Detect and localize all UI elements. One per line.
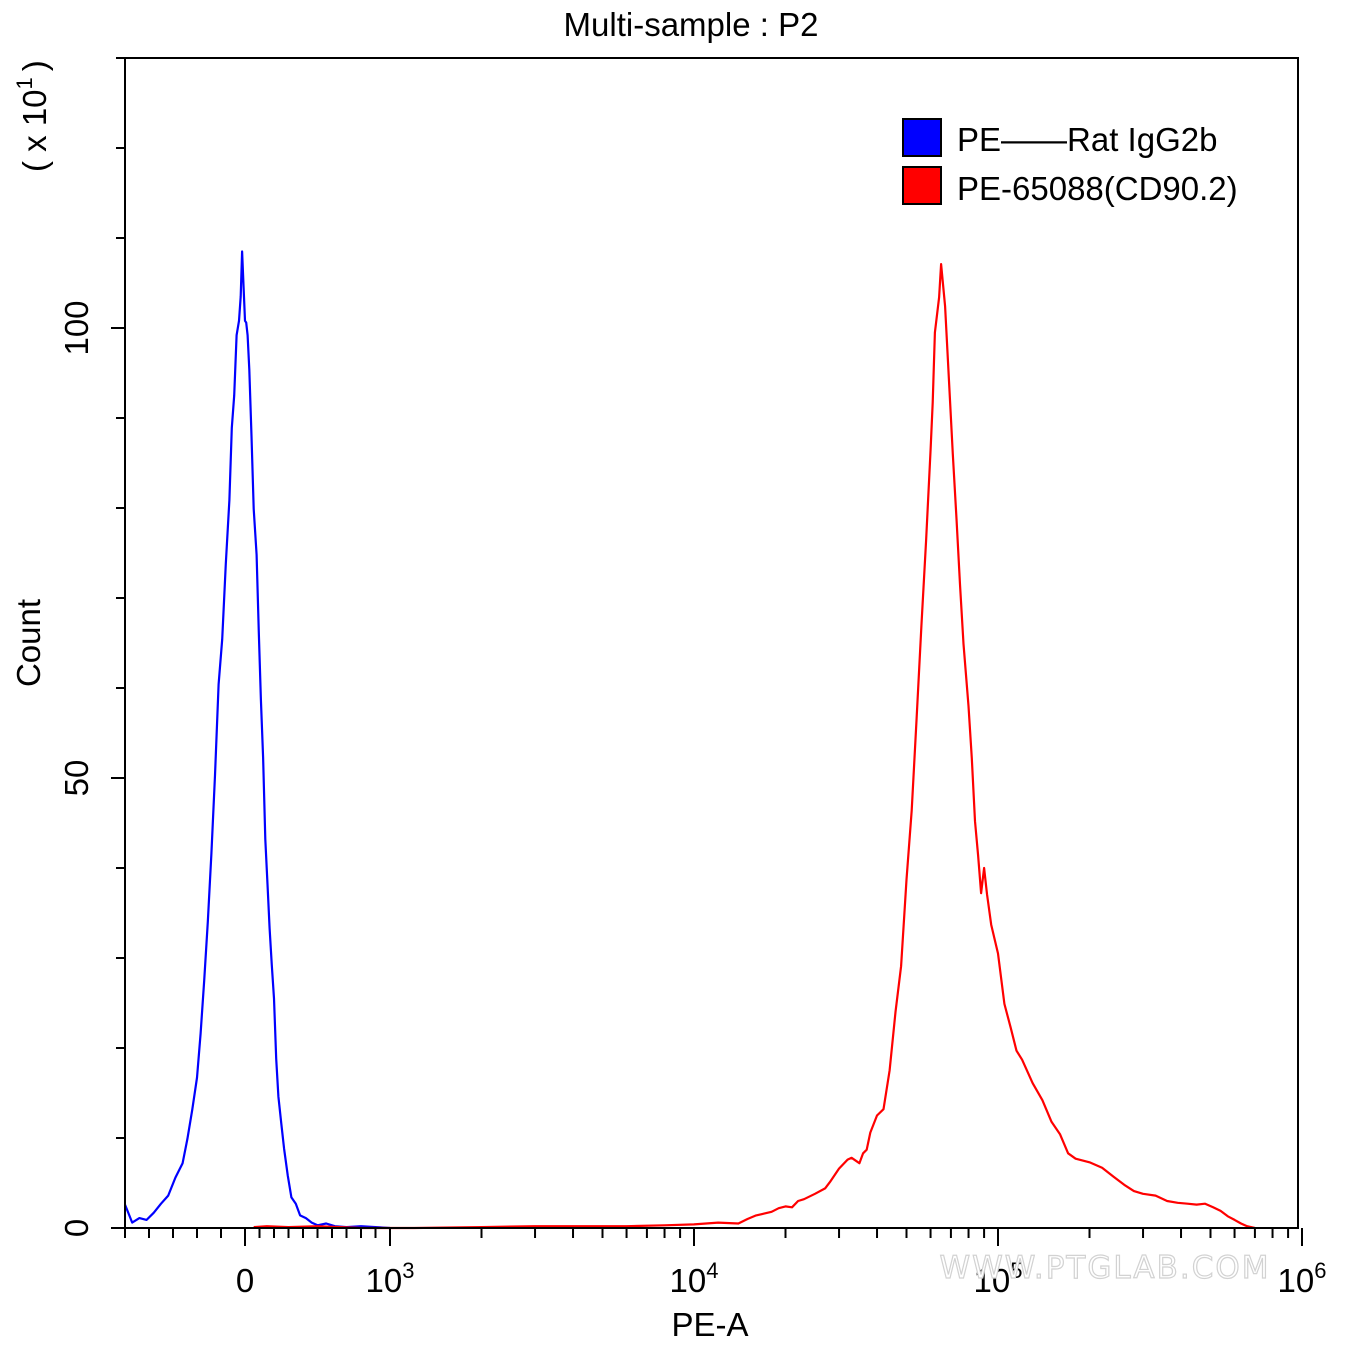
y-axis-multiplier: ( x 101) xyxy=(12,60,53,172)
series-line-1 xyxy=(253,263,1256,1230)
series-line-0 xyxy=(123,250,391,1230)
y-multiplier-base: ( x 10 xyxy=(16,89,53,172)
y-tick-label-0: 0 xyxy=(58,1219,95,1237)
plot-frame xyxy=(124,57,1299,1229)
x-tick-label: 106 xyxy=(1278,1258,1327,1299)
x-tick-label: 105 xyxy=(974,1258,1023,1299)
legend: PE——Rat IgG2b PE-65088(CD90.2) xyxy=(902,118,1238,207)
x-axis: 0 103 104 105 106 xyxy=(124,1228,1327,1299)
chart-title: Multi-sample : P2 xyxy=(564,6,819,43)
legend-label-isotype: PE——Rat IgG2b xyxy=(957,121,1217,158)
y-tick-label-50: 50 xyxy=(58,760,95,797)
x-axis-label: PE-A xyxy=(671,1306,748,1343)
x-tick-label: 103 xyxy=(366,1258,415,1299)
y-axis: 0 50 100 xyxy=(58,57,125,1237)
y-axis-label: Count xyxy=(10,599,47,687)
x-tick-label: 0 xyxy=(236,1262,254,1299)
y-tick-label-100: 100 xyxy=(58,300,95,355)
x-tick-label: 104 xyxy=(670,1258,719,1299)
legend-swatch-cd90 xyxy=(902,166,942,205)
legend-swatch-isotype xyxy=(902,118,942,157)
legend-label-cd90: PE-65088(CD90.2) xyxy=(957,170,1238,207)
y-multiplier-close: ) xyxy=(16,60,53,71)
y-multiplier-exp: 1 xyxy=(12,77,37,89)
series-layer xyxy=(123,250,1256,1230)
watermark: WWW.PTGLAB.COM xyxy=(939,1250,1270,1286)
